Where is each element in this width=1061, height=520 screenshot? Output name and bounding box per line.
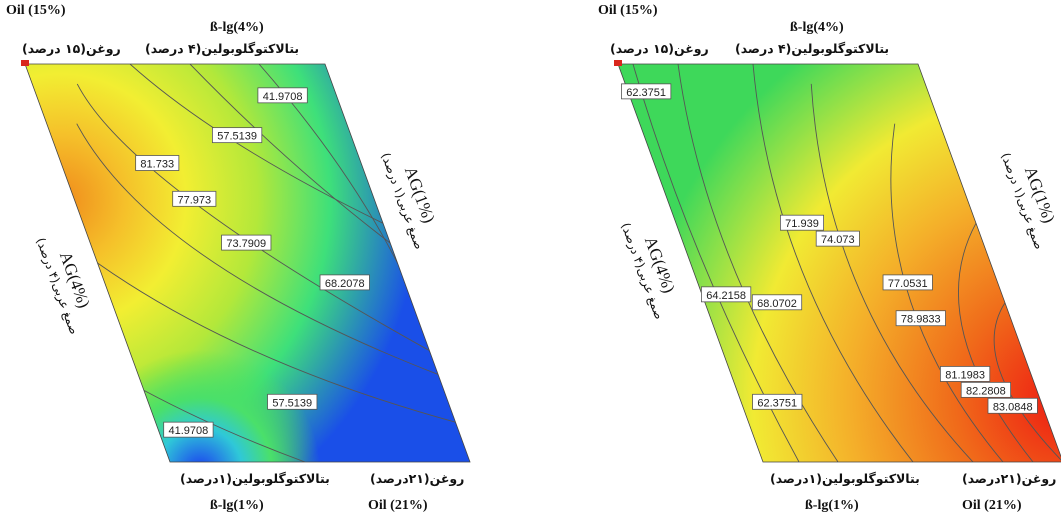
plot-border-2 — [617, 63, 1061, 463]
c2-bottom-left-en: ß-lg(1%) — [805, 498, 859, 513]
c2-bottom-right-en: Oil (21%) — [962, 498, 1022, 513]
contour-label-text: 78.9833 — [901, 314, 941, 326]
contour-label-text: 81.733 — [140, 159, 174, 171]
plot-border-1 — [24, 63, 471, 463]
contour-label-text: 68.2078 — [325, 278, 365, 290]
contour-label-text: 64.2158 — [706, 290, 746, 302]
contour-label: 78.9833 — [895, 310, 946, 327]
contour-label-text: 62.3751 — [757, 397, 797, 409]
vertex-marker-2 — [614, 60, 622, 66]
contour-label: 68.2078 — [319, 274, 370, 291]
contour-label: 57.5139 — [267, 393, 318, 410]
contour-label: 74.073 — [815, 230, 860, 247]
contour-label: 62.3751 — [621, 83, 672, 100]
contour-label: 57.5139 — [211, 127, 263, 144]
contour-label-text: 73.7909 — [226, 238, 266, 250]
c1-bottom-right-en: Oil (21%) — [368, 498, 428, 513]
c2-bottom-left-fa: بتالاکتوگلوبولین(۱درصد) — [770, 471, 920, 486]
contour-label: 62.3751 — [752, 393, 803, 410]
contour-label: 64.2158 — [701, 286, 752, 303]
c1-bottom-left-fa: بتالاکتوگلوبولین(۱درصد) — [180, 471, 330, 486]
contour-label: 77.973 — [172, 190, 217, 207]
c1-top-left-en: Oil (15%) — [6, 3, 66, 18]
contour-label: 68.0702 — [751, 294, 803, 311]
contour-label-text: 83.0848 — [993, 401, 1033, 413]
contour-label-text: 77.973 — [177, 194, 211, 206]
contour-label: 82.2808 — [960, 381, 1012, 398]
vertex-marker-1 — [21, 60, 29, 66]
contour-label-text: 74.073 — [821, 234, 855, 246]
contour-label: 41.9708 — [163, 421, 214, 438]
contour-label-text: 71.939 — [785, 218, 819, 230]
c1-top-left-fa: روغن(۱۵ درصد) — [22, 41, 121, 56]
contour-label: 81.733 — [135, 155, 180, 171]
c2-top-right-en: ß-lg(4%) — [790, 20, 844, 35]
c1-top-right-fa: بتالاکتوگلوبولین(۴ درصد) — [145, 41, 300, 56]
c1-bottom-right-fa: روغن(۲۱درصد) — [370, 471, 465, 486]
contour-label-text: 81.1983 — [945, 369, 985, 381]
c1-top-right-en: ß-lg(4%) — [210, 20, 264, 35]
contour-label-text: 57.5139 — [217, 131, 257, 143]
contour-label: 83.0848 — [987, 397, 1038, 414]
c2-top-right-fa: بتالاکتوگلوبولین(۴ درصد) — [735, 41, 890, 56]
c2-top-left-en: Oil (15%) — [598, 3, 658, 18]
contour-label: 77.0531 — [882, 274, 933, 291]
contour-label-text: 41.9708 — [169, 425, 209, 437]
contour-label-text: 68.0702 — [757, 298, 797, 310]
contour-label-text: 41.9708 — [263, 91, 303, 103]
contour-label: 81.1983 — [940, 366, 991, 382]
contour-label: 41.9708 — [257, 87, 308, 104]
contour-label: 71.939 — [780, 214, 825, 231]
contour-label: 73.7909 — [221, 234, 272, 251]
contour-label-text: 62.3751 — [626, 87, 666, 99]
contour-label-text: 77.0531 — [888, 278, 928, 290]
c2-bottom-right-fa: روغن(۲۱درصد) — [962, 471, 1057, 486]
contour-label-text: 57.5139 — [272, 397, 312, 409]
contour-field-2 — [618, 64, 1061, 462]
c2-top-left-fa: روغن(۱۵ درصد) — [610, 41, 709, 56]
c1-bottom-left-en: ß-lg(1%) — [210, 498, 264, 513]
contour-field-1 — [25, 64, 470, 462]
contour-label-text: 82.2808 — [966, 385, 1006, 397]
